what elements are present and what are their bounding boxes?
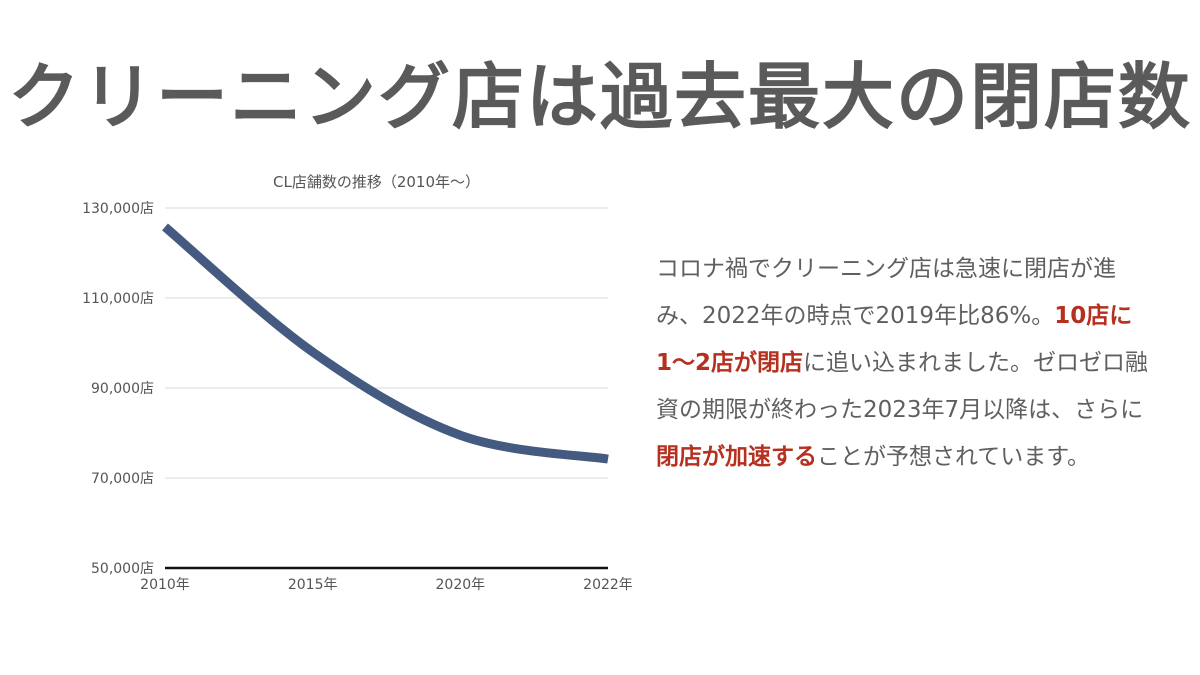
y-tick-label: 70,000店 [91, 471, 154, 487]
y-tick-label: 130,000店 [82, 201, 154, 217]
x-tick-label: 2015年 [288, 577, 338, 593]
x-tick-label: 2020年 [436, 577, 486, 593]
x-tick-label: 2022年 [583, 577, 633, 593]
series-line [162, 223, 609, 464]
y-tick-label: 50,000店 [91, 561, 154, 577]
body-text-segment: ことが予想されています。 [817, 444, 1091, 470]
slide-title: クリーニング店は過去最大の閉店数 [7, 54, 1192, 139]
body-text-segment: に追い込まれました。ゼロゼロ融資の期限が終わった2023年7月以降は、さらに [656, 350, 1149, 423]
highlight-text: 10店に1〜2店が閉店 [656, 303, 1133, 376]
body-text: コロナ禍でクリーニング店は急速に閉店が進み、2022年の時点で2019年比86%… [656, 246, 1156, 481]
y-tick-label: 110,000店 [82, 291, 154, 307]
highlight-text: 閉店が加速する [656, 444, 817, 470]
body-text-segment: コロナ禍でクリーニング店は急速に閉店が進み、2022年の時点で2019年比86%… [656, 256, 1116, 329]
y-tick-label: 90,000店 [91, 381, 154, 397]
chart-title: CL店舗数の推移（2010年〜） [273, 173, 480, 191]
line-chart: CL店舗数の推移（2010年〜） 50,000店 70,000店 90,000店 110… [82, 173, 633, 593]
x-tick-label: 2010年 [140, 577, 190, 593]
